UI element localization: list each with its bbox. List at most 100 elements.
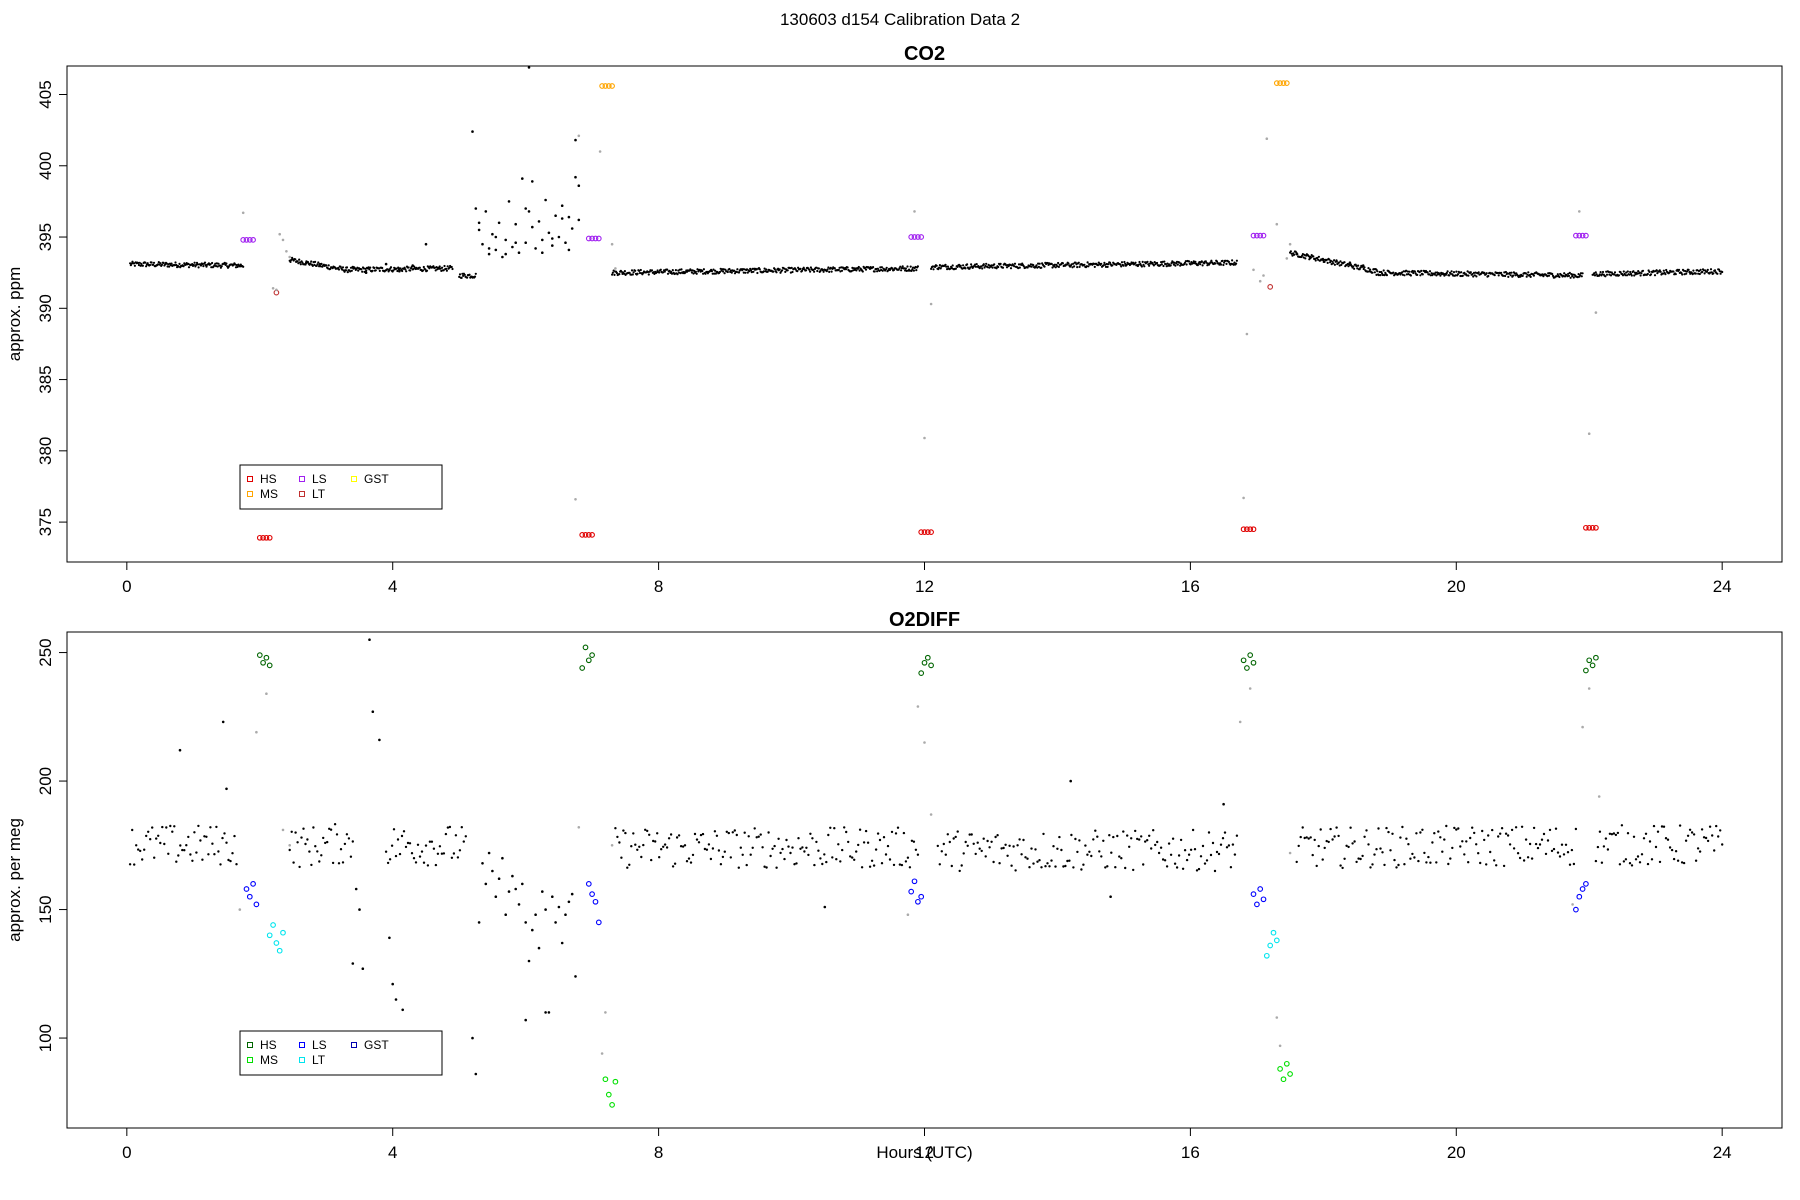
baseline-point — [1399, 836, 1402, 839]
baseline-point — [742, 271, 745, 274]
baseline-point — [403, 266, 406, 269]
baseline-point — [1375, 848, 1378, 851]
baseline-point — [1524, 838, 1528, 841]
data-point-transition — [1242, 496, 1245, 500]
baseline-point — [835, 858, 838, 861]
baseline-point — [660, 848, 663, 851]
data-point-ms — [612, 1078, 619, 1085]
baseline-point — [1295, 860, 1298, 864]
baseline-point — [320, 854, 323, 857]
baseline-point — [803, 850, 806, 853]
baseline-point — [749, 853, 752, 856]
data-point-transition — [916, 705, 920, 708]
baseline-point — [962, 852, 965, 855]
baseline-point — [225, 841, 228, 844]
data-point-ls — [1576, 232, 1583, 239]
baseline-point — [807, 853, 810, 857]
baseline-point — [891, 267, 894, 270]
baseline-point — [1619, 271, 1622, 274]
baseline-point — [914, 848, 918, 851]
baseline-point — [881, 269, 884, 272]
baseline-point — [442, 852, 446, 855]
baseline-point — [130, 262, 133, 265]
baseline-point — [1581, 272, 1584, 275]
baseline-point — [1096, 264, 1100, 267]
data-point-hs — [921, 659, 928, 666]
baseline-point — [196, 263, 199, 266]
baseline-point — [1621, 274, 1625, 277]
data-point-transition — [913, 210, 916, 213]
baseline-point — [964, 267, 967, 270]
data-point-ms — [602, 83, 609, 89]
baseline-point — [775, 271, 778, 274]
baseline-point — [1620, 824, 1624, 827]
data-point-hs — [260, 659, 266, 666]
data-point-data — [1348, 261, 1352, 265]
baseline-point — [809, 266, 813, 269]
baseline-point — [1140, 835, 1143, 838]
data-point-data — [378, 738, 381, 742]
x-tick-label: 0 — [122, 1143, 131, 1162]
data-point-data — [354, 887, 358, 891]
baseline-point — [299, 263, 302, 266]
baseline-point — [242, 265, 245, 268]
baseline-point — [1329, 259, 1332, 262]
data-point-transition — [600, 1052, 604, 1055]
data-point-data — [574, 138, 577, 142]
data-point-transition — [610, 844, 614, 847]
data-point-hs — [1240, 526, 1247, 533]
data-point-data — [1069, 779, 1072, 783]
baseline-point — [827, 266, 830, 269]
data-point-transition — [1581, 725, 1584, 729]
baseline-point — [1138, 838, 1141, 841]
baseline-point — [1616, 831, 1620, 835]
baseline-point — [409, 269, 412, 272]
data-point-data — [560, 204, 564, 207]
baseline-point — [849, 855, 852, 858]
baseline-point — [1050, 262, 1053, 265]
baseline-point — [227, 858, 230, 862]
baseline-point — [1032, 862, 1035, 865]
baseline-point — [1636, 855, 1640, 858]
baseline-point — [1367, 267, 1370, 270]
baseline-point — [229, 859, 232, 863]
baseline-point — [855, 269, 858, 272]
data-point-ls — [243, 886, 250, 892]
baseline-point — [815, 840, 818, 844]
data-point-lt — [1270, 929, 1277, 936]
legend-symbol-ls — [299, 476, 305, 482]
baseline-point — [298, 261, 302, 264]
baseline-point — [236, 265, 239, 268]
data-point-data — [517, 903, 521, 906]
baseline-point — [946, 265, 950, 268]
baseline-point — [133, 264, 136, 267]
baseline-point — [1057, 265, 1060, 268]
data-point-transition — [610, 242, 614, 246]
baseline-point — [1373, 268, 1376, 271]
data-point-data — [501, 255, 504, 259]
baseline-point — [861, 270, 864, 273]
baseline-point — [1579, 274, 1582, 277]
data-point-ls — [911, 878, 918, 885]
baseline-point — [736, 268, 739, 271]
baseline-point — [840, 269, 844, 272]
baseline-point — [909, 265, 912, 268]
baseline-point — [899, 265, 902, 268]
baseline-point — [864, 829, 868, 833]
y-tick-label: 200 — [36, 767, 55, 795]
baseline-point — [235, 863, 238, 866]
baseline-point — [725, 830, 728, 833]
baseline-point — [825, 860, 828, 864]
baseline-point — [337, 862, 341, 865]
baseline-point — [1656, 272, 1659, 275]
data-point-ls — [1573, 906, 1579, 913]
baseline-point — [233, 834, 236, 838]
baseline-point — [805, 846, 808, 849]
data-point-hs — [1250, 526, 1257, 533]
baseline-point — [187, 266, 191, 269]
legend-symbol-gst — [351, 476, 357, 482]
baseline-point — [400, 834, 404, 838]
baseline-point — [1696, 847, 1700, 850]
legend-symbol-hs — [247, 476, 253, 482]
baseline-point — [1165, 865, 1169, 868]
